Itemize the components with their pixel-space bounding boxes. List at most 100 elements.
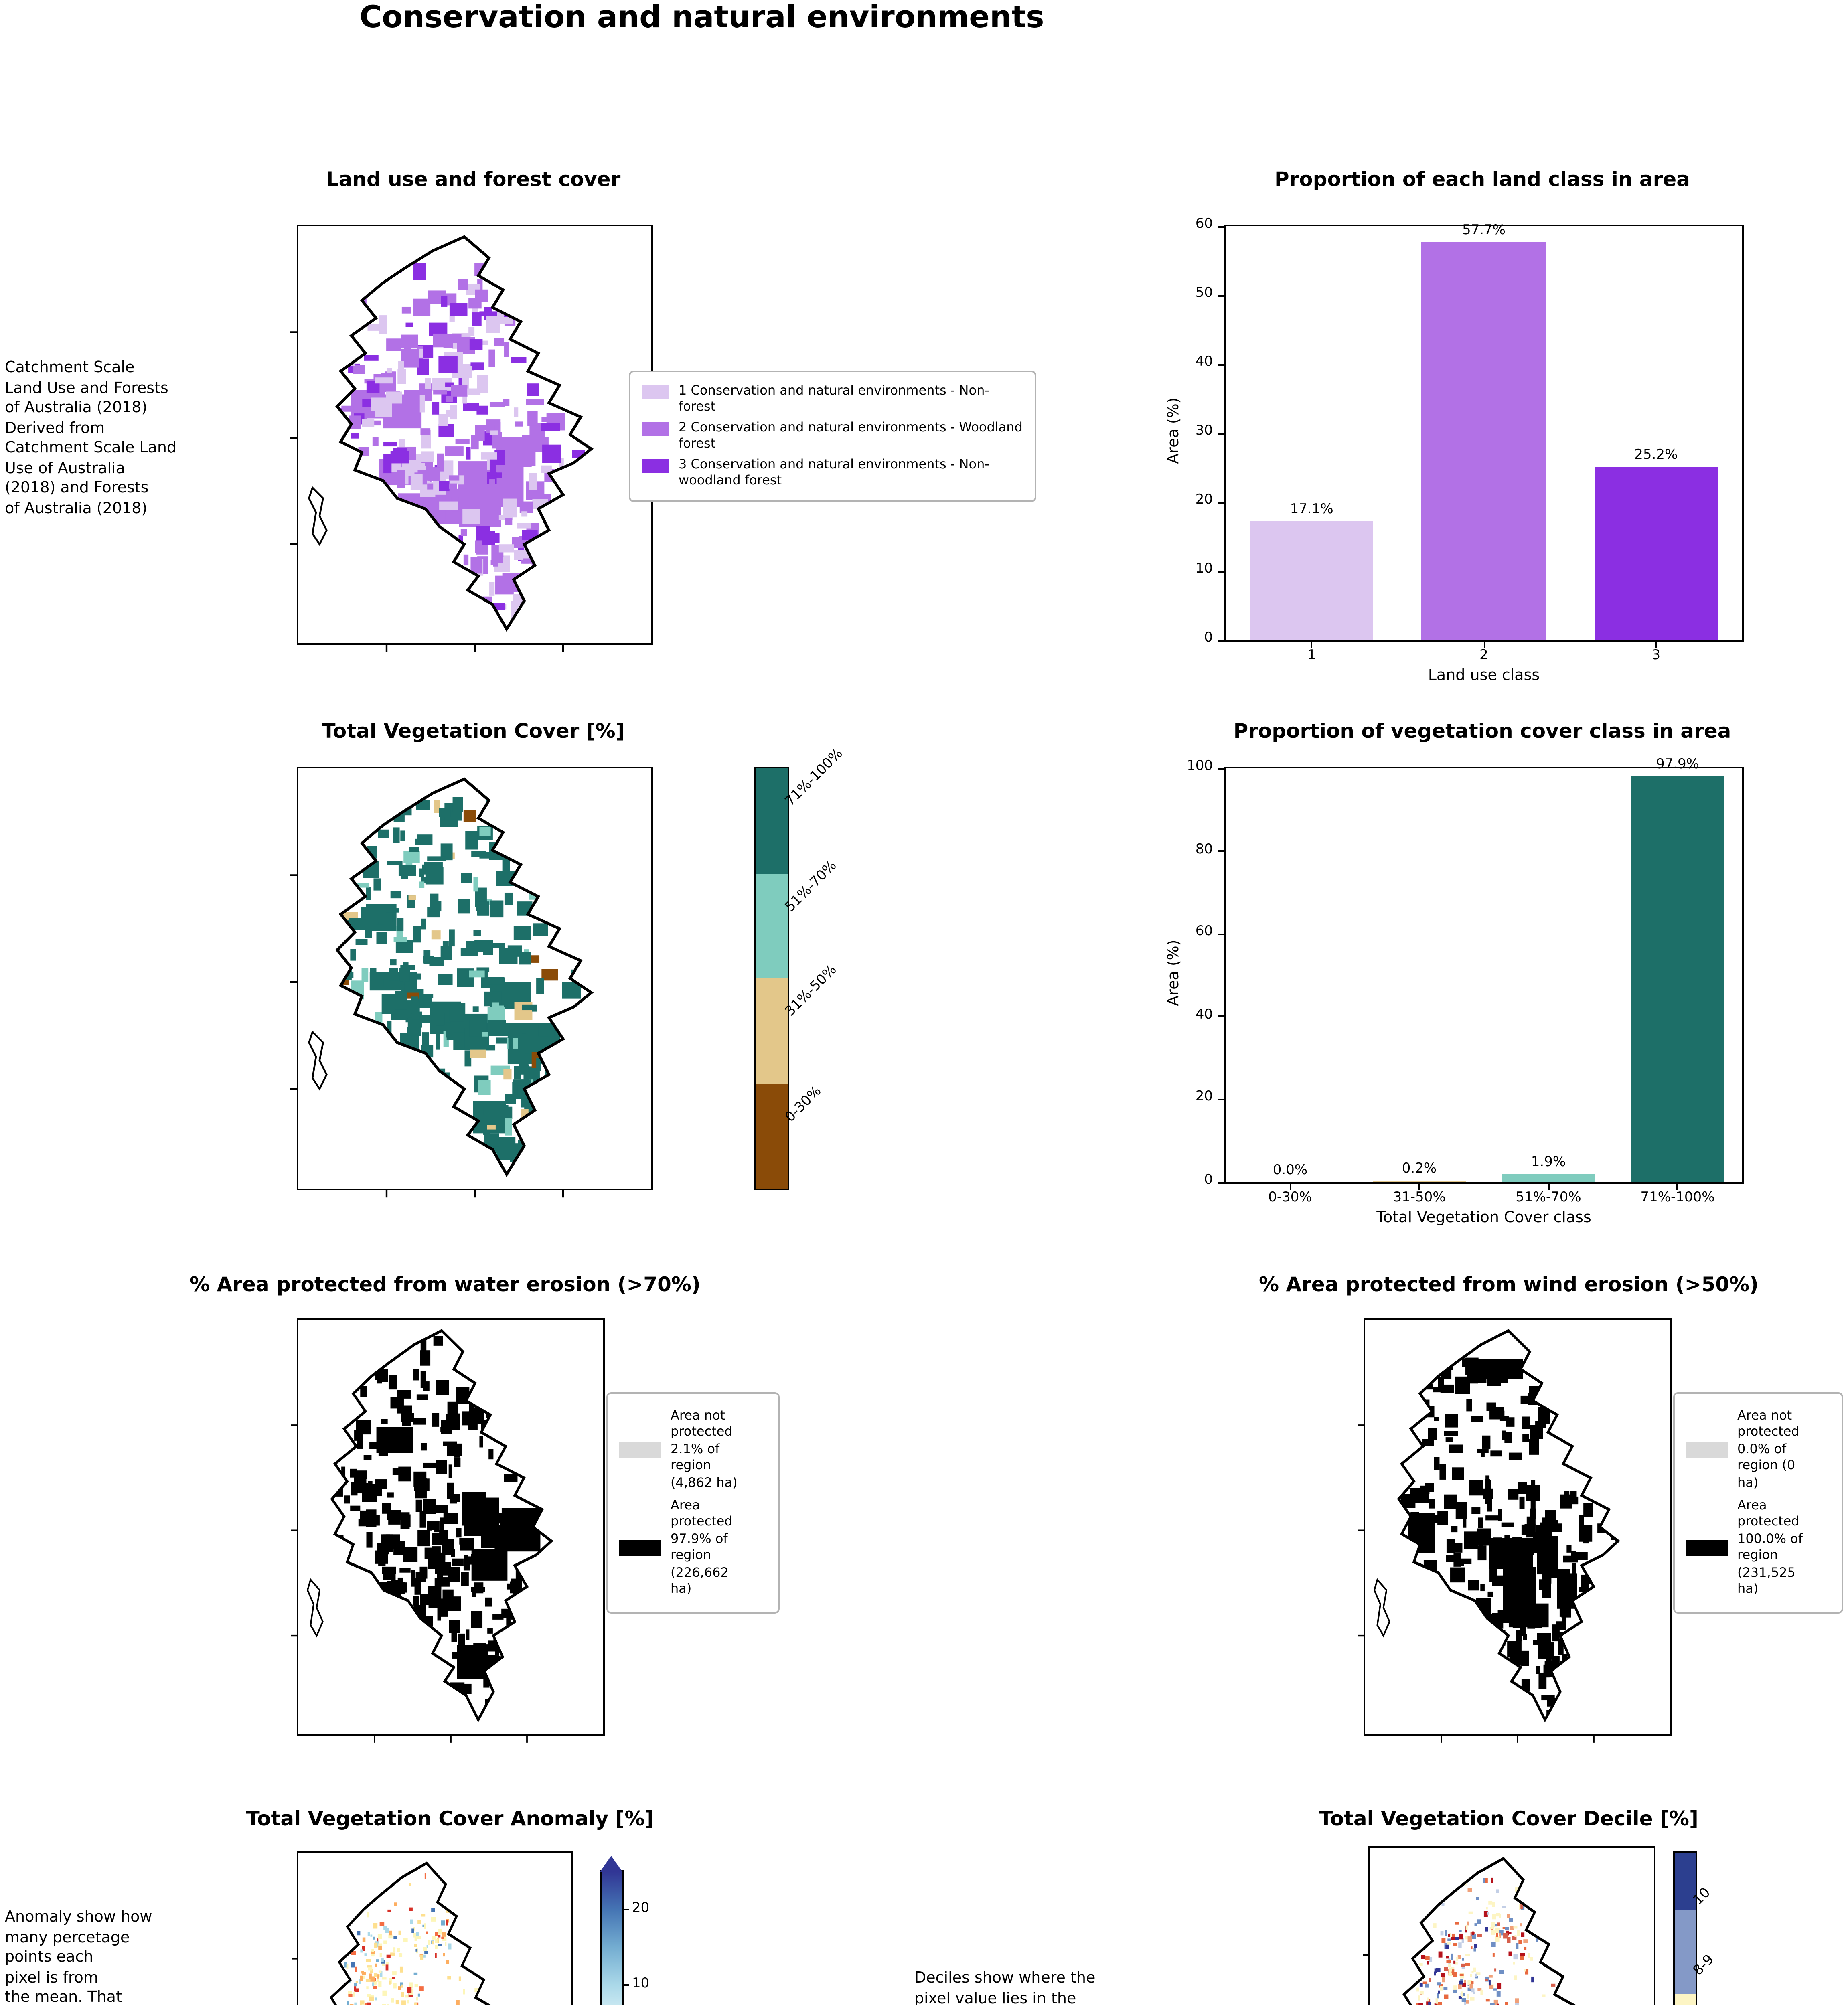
- y-tick-label: 40: [1195, 354, 1213, 371]
- coastal-island-outline: [308, 486, 328, 546]
- land-class-bar-chart: 0 10 20 30 40 50 60 17.1% 1 57.7% 2 25.2% 3 Land use …: [1165, 217, 1744, 685]
- bar-value-label: 97.9%: [1656, 757, 1699, 774]
- y-tick: [1218, 1016, 1224, 1018]
- legend-label-not-protected: Area not protected 0.0% of region (0 ha): [1737, 1408, 1799, 1490]
- bar: [1250, 522, 1374, 640]
- x-axis-label: Land use class: [1428, 667, 1540, 685]
- wind-erosion-legend: Area not protected 0.0% of region (0 ha)…: [1673, 1392, 1843, 1614]
- y-tick: [1218, 1181, 1224, 1183]
- veg-cover-map-canvas: [290, 768, 651, 1198]
- bar-value-label: 57.7%: [1462, 223, 1506, 239]
- decile-note: Deciles show where the pixel value lies …: [914, 1970, 1096, 2005]
- wind-erosion-map: [1358, 1318, 1672, 1743]
- veg-cover-bar-chart: 0 20 40 60 80 100 0.0% 0-30% 0.2% 31-50% 1.9% 51%-7…: [1165, 758, 1744, 1227]
- decile-map-title: Total Vegetation Cover Decile [%]: [1319, 1806, 1698, 1830]
- x-tick: [1418, 1184, 1420, 1190]
- catchment-outline: [337, 237, 592, 629]
- y-tick-label: 50: [1195, 286, 1213, 302]
- map-patches: [328, 1869, 525, 2005]
- wind-erosion-map-title: % Area protected from wind erosion (>50%…: [1258, 1272, 1759, 1296]
- anomaly-note: Anomaly show how many percetage points e…: [5, 1909, 152, 2005]
- legend-label-protected: Area protected 100.0% of region (231,525…: [1737, 1498, 1803, 1596]
- legend-swatch-protected: [1686, 1540, 1728, 1556]
- coastal-island-outline: [306, 1578, 324, 1638]
- y-tick-label: 60: [1195, 217, 1213, 233]
- colorbar-segment: [1675, 1993, 1696, 2005]
- y-tick-label: 0: [1204, 1173, 1213, 1189]
- bar-value-label: 25.2%: [1634, 447, 1678, 463]
- x-tick-label: 0-30%: [1268, 1190, 1312, 1206]
- colorbar-segment: [756, 873, 788, 978]
- x-tick-label: 51%-70%: [1516, 1190, 1581, 1206]
- y-tick-label: 20: [1195, 492, 1213, 508]
- y-tick: [1218, 432, 1224, 434]
- x-tick: [1655, 642, 1657, 648]
- y-tick: [1218, 850, 1224, 852]
- x-axis-label: Total Vegetation Cover class: [1376, 1209, 1591, 1227]
- colorbar-segment: [1675, 1910, 1696, 1993]
- x-tick-label: 2: [1479, 648, 1488, 664]
- x-tick-label: 1: [1307, 648, 1316, 664]
- colorbar-segment: [756, 768, 788, 873]
- y-tick: [1218, 1098, 1224, 1100]
- y-tick: [1218, 225, 1224, 227]
- colorbar-tick: [624, 1909, 629, 1911]
- legend-swatch-class3: [642, 459, 669, 473]
- colorbar-label: 0-30%: [782, 1083, 825, 1125]
- anomaly-map-canvas: [292, 1853, 571, 2005]
- legend-item-protected: Area protected 100.0% of region (231,525…: [1686, 1498, 1830, 1598]
- decile-colorbar: 108-94-72-31: [1673, 1851, 1718, 2005]
- veg-cover-colorbar: 71%-100% 51%-70% 31%-50% 0-30%: [754, 746, 847, 1190]
- y-tick-label: 30: [1195, 423, 1213, 439]
- colorbar-segment: [756, 978, 788, 1084]
- x-tick: [1548, 1184, 1549, 1190]
- x-tick-label: 31-50%: [1393, 1190, 1446, 1206]
- bar-value-label: 0.2%: [1402, 1162, 1437, 1178]
- legend-swatch-class2: [642, 422, 669, 436]
- decile-map-canvas: [1363, 1848, 1654, 2005]
- colorbar-tick-label: 20: [632, 1900, 650, 1916]
- anomaly-map-title: Total Vegetation Cover Anomaly [%]: [246, 1806, 654, 1830]
- y-tick-label: 0: [1204, 630, 1213, 646]
- colorbar-label: 51%-70%: [782, 857, 841, 915]
- land-use-map-canvas: [290, 226, 651, 652]
- y-tick: [1218, 933, 1224, 935]
- x-tick: [1483, 642, 1485, 648]
- bar: [1373, 1181, 1466, 1182]
- bar-value-label: 0.0%: [1273, 1163, 1308, 1179]
- bar: [1422, 242, 1546, 640]
- legend-item-class2: 2 Conservation and natural environments …: [642, 420, 1023, 452]
- land-use-map-title: Land use and forest cover: [326, 167, 621, 191]
- bar-value-label: 1.9%: [1531, 1155, 1566, 1171]
- legend-item-class3: 3 Conservation and natural environments …: [642, 457, 1023, 489]
- y-tick: [1218, 294, 1224, 296]
- legend-item-not-protected: Area not protected 2.1% of region (4,862…: [619, 1408, 767, 1492]
- veg-cover-map: [290, 767, 653, 1198]
- x-tick: [1311, 642, 1313, 648]
- y-tick-label: 20: [1195, 1090, 1213, 1106]
- y-axis-label: Area (%): [1165, 397, 1183, 464]
- bar: [1502, 1174, 1595, 1182]
- bar: [1594, 466, 1718, 640]
- land-use-legend: 1 Conservation and natural environments …: [629, 371, 1036, 502]
- map-patches: [332, 1336, 551, 1720]
- anomaly-map: [292, 1851, 573, 2005]
- coastal-island-outline: [308, 1030, 328, 1091]
- y-tick: [1218, 570, 1224, 572]
- y-tick-label: 10: [1195, 561, 1213, 577]
- colorbar-label: 31%-50%: [782, 962, 841, 1020]
- land-use-source-note: Catchment Scale Land Use and Forests of …: [5, 359, 177, 518]
- colorbar-tick-label: 10: [632, 1976, 650, 1992]
- map-patches: [1402, 1862, 1606, 2005]
- coastal-island-outline: [1373, 1578, 1390, 1638]
- colorbar-extend-up: [600, 1856, 622, 1872]
- y-tick: [1218, 501, 1224, 503]
- wind-erosion-map-canvas: [1358, 1320, 1670, 1743]
- y-axis-label: Area (%): [1165, 940, 1183, 1006]
- decile-map: [1363, 1846, 1656, 2005]
- map-patches: [337, 785, 592, 1175]
- water-erosion-map: [291, 1318, 605, 1743]
- y-tick-label: 60: [1195, 924, 1213, 940]
- legend-swatch-class1: [642, 385, 669, 399]
